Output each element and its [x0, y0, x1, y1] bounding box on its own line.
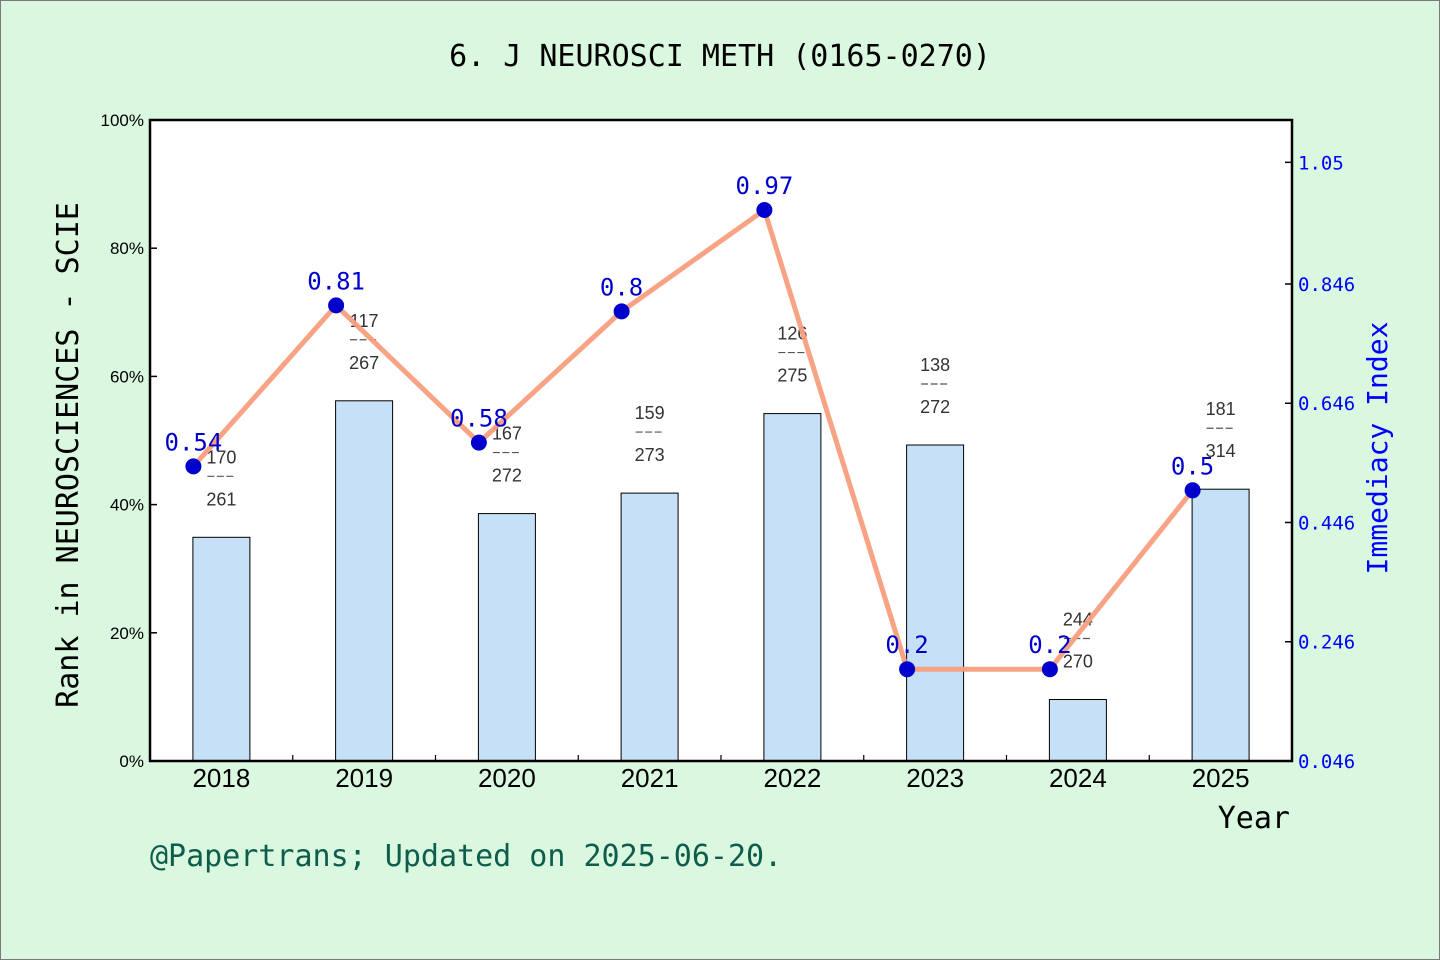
total-label-2021: 273	[635, 445, 665, 465]
total-label-2019: 267	[349, 353, 379, 373]
left-axis-label: Rank in NEUROSCIENCES - SCIE	[51, 202, 86, 708]
immediacy-value-2022: 0.97	[736, 172, 794, 200]
bar-2018	[192, 536, 251, 762]
immediacy-point-2022	[756, 202, 773, 218]
total-label-2018: 261	[206, 489, 236, 509]
footer-note: @Papertrans; Updated on 2025-06-20.	[150, 839, 782, 874]
immediacy-labels: 0.54 0.81 0.58 0.8 0.97 0.2 0.2 0.5	[165, 172, 1215, 659]
rank-label-2018: 170	[206, 447, 236, 467]
plot-area	[150, 120, 1292, 761]
bar-2024	[1048, 699, 1107, 762]
immediacy-point-2019	[328, 297, 345, 314]
immediacy-value-2019: 0.81	[307, 267, 365, 295]
bar-2023	[906, 444, 965, 762]
total-label-2022: 275	[777, 366, 807, 386]
rank-label-2025: 181	[1206, 399, 1236, 419]
right-tick-label-0: 0.046	[1298, 751, 1355, 773]
immediacy-point-2023	[899, 661, 916, 678]
left-tick-label-1: 20%	[110, 624, 144, 643]
immediacy-line	[191, 207, 1195, 672]
left-tick-label-3: 60%	[110, 367, 144, 386]
bar-2020	[477, 513, 536, 762]
rank-label-2023: 138	[920, 355, 950, 375]
immediacy-value-2024: 0.2	[1028, 631, 1071, 659]
immediacy-point-2021	[613, 303, 630, 320]
left-tick-label-5: 100%	[101, 111, 144, 130]
right-tick-label-3: 0.646	[1298, 393, 1355, 415]
immediacy-value-2023: 0.2	[885, 631, 928, 659]
immediacy-point-2020	[470, 434, 487, 451]
rank-label-2020: 167	[492, 424, 522, 444]
x-tick-label-2021: 2021	[621, 763, 679, 793]
left-tick-label-4: 80%	[110, 239, 144, 258]
right-axis-label: Immediacy Index	[1361, 322, 1394, 575]
right-tick-label-2: 0.446	[1298, 512, 1355, 534]
total-label-2025: 314	[1206, 441, 1236, 461]
immediacy-value-2025: 0.5	[1171, 452, 1214, 480]
left-tick-label-2: 40%	[110, 496, 144, 515]
immediacy-point-2018	[185, 458, 202, 475]
right-axis: 0.046 0.246 0.446 0.646 0.846 1.05	[1285, 152, 1355, 773]
x-tick-label-2024: 2024	[1049, 763, 1107, 793]
immediacy-value-2021: 0.8	[600, 273, 643, 301]
immediacy-point-2025	[1184, 482, 1201, 499]
rank-labels: 1702611172671672721592731262751382722442…	[206, 311, 1235, 672]
rank-label-2021: 159	[635, 403, 665, 423]
bar-2021	[620, 492, 679, 762]
x-tick-label-2022: 2022	[763, 763, 821, 793]
bar-2019	[335, 400, 394, 762]
immediacy-value-2020: 0.58	[450, 405, 508, 433]
x-tick-label-2020: 2020	[478, 763, 536, 793]
immediacy-line-series	[185, 202, 1201, 678]
bar-2025	[1191, 488, 1250, 762]
total-label-2020: 272	[492, 466, 522, 486]
immediacy-point-2024	[1041, 661, 1058, 678]
right-tick-label-4: 0.846	[1298, 274, 1355, 296]
x-tick-label-2019: 2019	[335, 763, 393, 793]
x-tick-label-2025: 2025	[1192, 763, 1250, 793]
total-label-2023: 272	[920, 397, 950, 417]
total-label-2024: 270	[1063, 651, 1093, 671]
immediacy-value-2018: 0.54	[165, 428, 223, 456]
x-tick-label-2018: 2018	[192, 763, 250, 793]
left-tick-label-0: 0%	[119, 752, 144, 771]
left-axis: 0% 20% 40% 60% 80% 100%	[101, 111, 157, 771]
bar-2022	[763, 413, 822, 762]
right-tick-label-5: 1.05	[1298, 152, 1344, 174]
x-axis: 2018 2019 2020 2021 2022 2023 2024 2025	[192, 755, 1293, 793]
chart-title: 6. J NEUROSCI METH (0165-0270)	[449, 39, 991, 74]
x-tick-label-2023: 2023	[906, 763, 964, 793]
right-tick-label-1: 0.246	[1298, 632, 1355, 654]
x-axis-label: Year	[1218, 801, 1290, 836]
